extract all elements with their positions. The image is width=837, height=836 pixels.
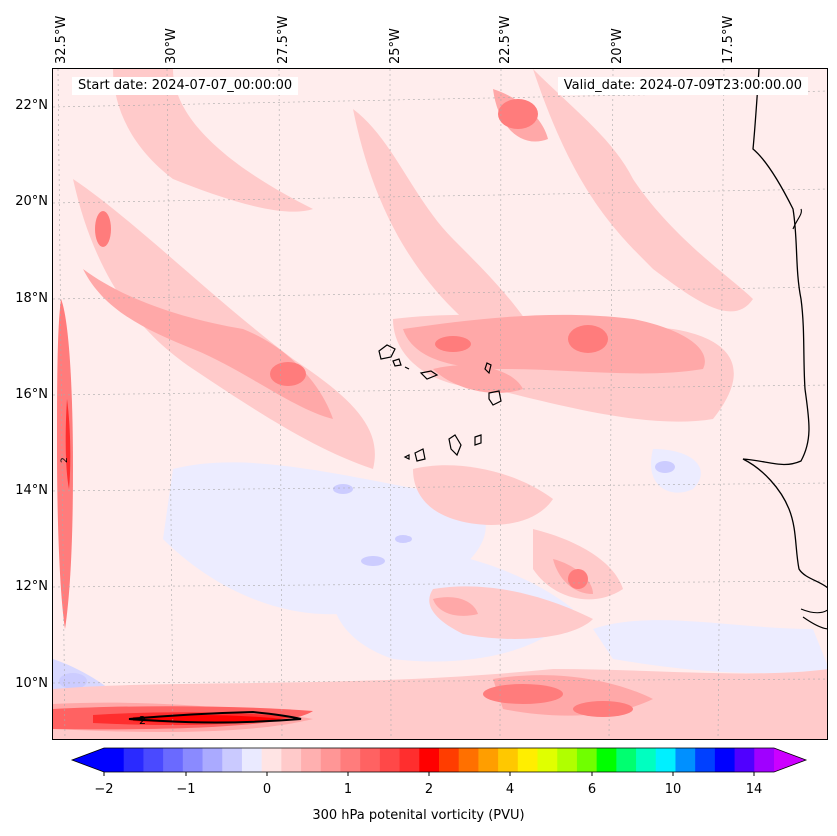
colorbar-bin — [182, 748, 204, 772]
pv-field-map: 2 2 — [53, 69, 827, 739]
lon-label: 20°W — [610, 28, 625, 64]
colorbar-bin — [163, 748, 184, 772]
lat-label: 18°N — [15, 291, 48, 306]
lat-label: 12°N — [15, 579, 48, 594]
colorbar-over-triangle — [774, 748, 806, 772]
colorbar-bin — [714, 748, 736, 772]
colorbar-bin — [143, 748, 164, 772]
colorbar-bin — [754, 748, 775, 772]
lat-label: 16°N — [15, 387, 48, 402]
colorbar-tick-label: 1 — [343, 782, 353, 797]
colorbar-bin — [596, 748, 617, 772]
colorbar-bin — [399, 748, 420, 772]
colorbar-bin — [261, 748, 282, 772]
lon-label: 27.5°W — [276, 15, 291, 64]
colorbar-title: 300 hPa potenital vorticity (PVU) — [312, 808, 525, 823]
lon-label: 32.5°W — [54, 15, 69, 64]
colorbar-tick-label: −1 — [176, 782, 196, 797]
colorbar-bin — [734, 748, 755, 772]
west-edge-strip — [57, 299, 73, 629]
colorbar-tick-label: 14 — [745, 782, 763, 797]
colorbar-bin — [616, 748, 637, 772]
africa-coastline — [742, 69, 827, 589]
colorbar-bin — [498, 748, 519, 772]
colorbar-ticks — [103, 772, 755, 776]
lat-label: 14°N — [15, 483, 48, 498]
lon-label: 17.5°W — [721, 15, 736, 64]
colorbar-under-triangle — [72, 748, 104, 772]
valid-date-label: Valid_date: 2024-07-09T23:00:00.00 — [557, 77, 808, 95]
colorbar-bin — [104, 748, 125, 772]
colorbar-bin — [320, 748, 341, 772]
colorbar-tick-label: 2 — [424, 782, 434, 797]
colorbar-bin — [478, 748, 499, 772]
contour-label-west: 2 — [60, 457, 70, 463]
colorbar-tick-label: 10 — [664, 782, 682, 797]
west-edge-core — [65, 399, 71, 489]
colorbar-bin — [636, 748, 657, 772]
colorbar-tick-label: 0 — [262, 782, 272, 797]
colorbar-bin — [557, 748, 578, 772]
colorbar-bin — [241, 748, 263, 772]
lon-label: 25°W — [388, 28, 403, 64]
colorbar-bin — [537, 748, 558, 772]
colorbar-bin — [222, 748, 243, 772]
colorbar-tick-label: 6 — [587, 782, 597, 797]
colorbar-bin — [517, 748, 539, 772]
colorbar-bin — [576, 748, 598, 772]
colorbar-bin — [695, 748, 716, 772]
colorbar-bins — [104, 748, 775, 772]
colorbar-bin — [202, 748, 223, 772]
colorbar-tick-label: 4 — [505, 782, 515, 797]
colorbar-tick-label: −2 — [94, 782, 114, 797]
colorbar-bin — [458, 748, 479, 772]
colorbar-bin — [281, 748, 302, 772]
colorbar-bin — [360, 748, 381, 772]
colorbar-bin — [419, 748, 440, 772]
colorbar — [70, 747, 808, 776]
map-panel: 2 2 — [52, 68, 828, 740]
colorbar-bin — [655, 748, 676, 772]
pv-contour-2 — [128, 710, 302, 724]
colorbar-bin — [379, 748, 401, 772]
contour-label: 2 — [139, 714, 146, 727]
start-date-label: Start date: 2024-07-07_00:00:00 — [72, 77, 299, 95]
lat-label: 10°N — [15, 676, 48, 691]
positive-pv-cores — [95, 99, 633, 717]
cape-verde-islands — [378, 344, 502, 462]
colorbar-bin — [439, 748, 460, 772]
colorbar-bin — [340, 748, 361, 772]
lon-label: 22.5°W — [498, 15, 513, 64]
colorbar-bin — [301, 748, 322, 772]
coast-detail — [792, 208, 827, 630]
lat-label: 22°N — [15, 98, 48, 113]
lon-label: 30°W — [164, 28, 179, 64]
lat-label: 20°N — [15, 194, 48, 209]
colorbar-bin — [675, 748, 696, 772]
colorbar-bin — [123, 748, 144, 772]
